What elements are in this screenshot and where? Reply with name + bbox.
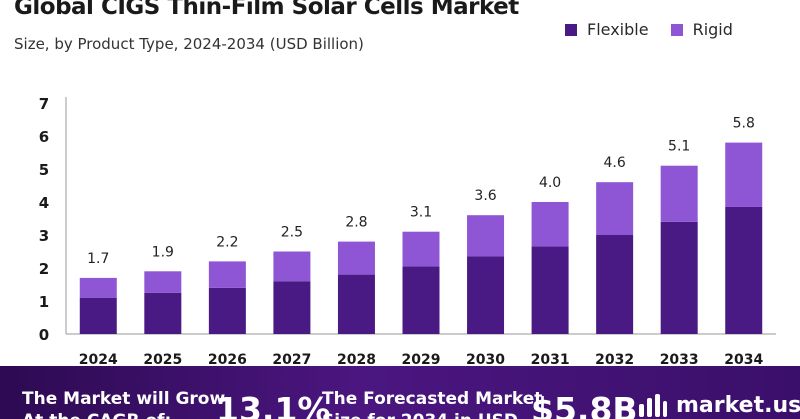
x-tick-label-2032: 2032 <box>595 352 634 366</box>
bar-rigid-2032 <box>596 182 634 235</box>
bar-flexible-2025 <box>144 292 182 334</box>
footer-banner: The Market will Grow At the CAGR of: 13.… <box>0 366 800 419</box>
legend-item-rigid: Rigid <box>670 20 733 39</box>
bar-rigid-2034 <box>725 142 763 207</box>
bar-total-label-2028: 2.8 <box>345 215 367 231</box>
y-tick-label-2: 2 <box>39 260 49 278</box>
y-tick-label-4: 4 <box>39 194 49 212</box>
bar-total-label-2026: 2.2 <box>216 234 238 250</box>
bar-rigid-2033 <box>660 165 698 222</box>
x-tick-label-2029: 2029 <box>402 352 441 366</box>
bar-flexible-2024 <box>79 297 117 334</box>
bar-rigid-2024 <box>79 277 117 298</box>
bar-rigid-2027 <box>273 251 311 282</box>
forecast-caption: The Forecasted Market Size for 2034 in U… <box>322 388 542 419</box>
legend-label-flexible: Flexible <box>587 20 649 39</box>
x-tick-label-2030: 2030 <box>466 352 505 366</box>
brand-logo: market.us <box>638 392 800 418</box>
stacked-bar-chart: 0 1 2 3 4 5 6 7 1.7 2024 1.9 2025 2.2 2026 2.5 2027 2.8 2… <box>39 95 776 366</box>
bar-flexible-2032 <box>596 235 634 334</box>
legend-item-flexible: Flexible <box>565 20 649 39</box>
bar-total-label-2032: 4.6 <box>604 155 626 171</box>
forecast-value: $5.8B <box>531 390 638 419</box>
bar-total-label-2025: 1.9 <box>152 244 174 260</box>
bar-total-label-2024: 1.7 <box>87 251 109 267</box>
bar-rigid-2026 <box>208 261 246 288</box>
bar-rigid-2030 <box>467 215 505 257</box>
y-tick-label-1: 1 <box>39 293 49 311</box>
bar-flexible-2029 <box>402 266 440 334</box>
y-tick-label-5: 5 <box>39 161 49 179</box>
x-tick-label-2031: 2031 <box>531 352 570 366</box>
bar-total-label-2031: 4.0 <box>539 175 561 191</box>
x-tick-label-2026: 2026 <box>208 352 247 366</box>
brand-name: market.us <box>676 392 800 418</box>
bar-total-label-2027: 2.5 <box>281 225 303 241</box>
bar-total-label-2033: 5.1 <box>668 139 690 155</box>
cagr-caption-line-2: At the CAGR of: <box>22 410 225 419</box>
legend-label-rigid: Rigid <box>692 20 733 39</box>
x-tick-label-2024: 2024 <box>79 352 118 366</box>
chart-title: Global CIGS Thin-Film Solar Cells Market <box>14 0 519 20</box>
legend-swatch-flexible <box>565 23 577 36</box>
bar-total-label-2030: 3.6 <box>474 188 496 204</box>
bar-rigid-2031 <box>531 202 569 247</box>
y-tick-label-3: 3 <box>39 227 49 245</box>
x-tick-label-2025: 2025 <box>143 352 182 366</box>
x-tick-label-2027: 2027 <box>272 352 311 366</box>
cagr-caption-line-1: The Market will Grow <box>22 389 226 409</box>
x-tick-label-2028: 2028 <box>337 352 376 366</box>
cagr-caption: The Market will Grow At the CAGR of: <box>22 388 225 419</box>
bar-total-label-2029: 3.1 <box>410 205 432 221</box>
bar-flexible-2031 <box>531 246 569 334</box>
bar-flexible-2027 <box>273 281 311 334</box>
y-tick-label-6: 6 <box>39 128 49 146</box>
forecast-caption-line-1: The Forecasted Market <box>322 389 543 409</box>
cagr-value: 13.1% <box>216 390 331 419</box>
bar-flexible-2034 <box>725 206 763 334</box>
market-us-logo-icon <box>639 394 667 417</box>
forecast-caption-line-2: Size for 2034 in USD <box>322 410 542 419</box>
bar-flexible-2028 <box>337 274 375 334</box>
bar-total-label-2034: 5.8 <box>733 116 755 132</box>
y-tick-label-7: 7 <box>39 95 49 113</box>
x-tick-label-2034: 2034 <box>724 352 763 366</box>
bar-flexible-2026 <box>208 287 246 334</box>
bar-flexible-2030 <box>467 256 505 334</box>
bar-rigid-2025 <box>144 271 182 293</box>
legend-swatch-rigid <box>670 23 683 36</box>
bar-rigid-2029 <box>402 231 440 267</box>
bar-rigid-2028 <box>337 241 375 275</box>
y-tick-label-0: 0 <box>39 326 49 344</box>
x-tick-label-2033: 2033 <box>660 352 699 366</box>
legend: Flexible Rigid <box>565 20 733 39</box>
bar-flexible-2033 <box>660 221 698 334</box>
chart-subtitle: Size, by Product Type, 2024-2034 (USD Bi… <box>14 35 364 53</box>
